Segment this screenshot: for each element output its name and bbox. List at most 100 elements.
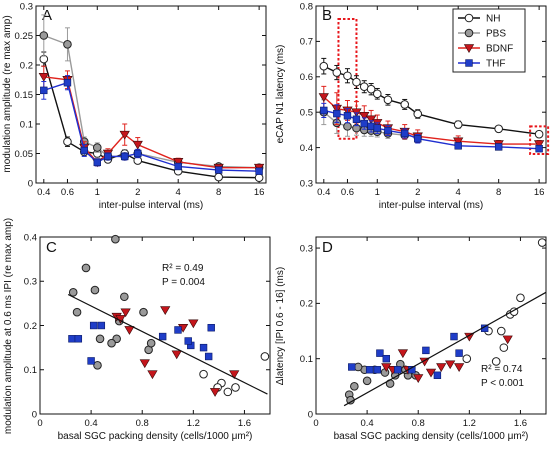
legend-marker [464,28,474,38]
data-point [68,288,78,297]
series-line [43,81,260,172]
y-tick-label: 0.1 [20,119,33,130]
data-point [367,122,375,131]
series-pbs [39,14,264,172]
data-point [494,124,503,134]
data-point [72,307,82,317]
y-tick-label: 0.7 [300,37,313,48]
data-point [343,71,352,81]
panel-letter: D [322,239,333,256]
data-point [93,361,102,370]
data-point [139,359,150,369]
data-point [491,357,501,366]
x-tick-label: 0 [313,418,318,429]
y-tick-label: 0 [308,409,313,420]
legend-label: THF [486,59,505,70]
series-thf [348,324,489,379]
data-point [107,338,116,348]
panel-a: 0 0.05 0.1 0.15 0.2 0.25 0.3 0.4 0.6 1 2 4 8 16 inter-… [2,1,267,211]
data-point [40,86,48,95]
data-point [146,338,156,348]
x-tick-label: 8 [216,187,221,198]
y-tick-label: 0.6 [300,72,313,83]
legend-marker [464,13,474,23]
x-tick-label: 2 [135,187,140,198]
x-tick-label: 1.6 [514,418,527,429]
data-point [255,167,263,175]
x-axis-label: inter-pulse interval (ms) [379,200,483,211]
y-tick-label: 0 [32,409,37,420]
data-point [414,135,422,143]
data-point [384,126,392,135]
y-tick-label: 0.1 [24,365,37,376]
data-point [87,357,95,365]
data-point [90,285,100,295]
data-point [63,40,72,49]
data-point [516,293,525,303]
x-tick-label: 4 [176,187,181,198]
data-point [158,332,167,341]
data-point [254,173,264,182]
data-point [343,122,352,131]
data-point [332,68,342,77]
series-pbs [68,234,156,370]
plot-frame [315,5,547,184]
data-point [231,383,240,392]
legend-marker [463,44,475,53]
data-point [352,77,361,87]
data-point [400,100,410,109]
y-tick-label: 0 [28,178,33,189]
y-tick-label: 0.2 [24,321,37,332]
stat-annotation: R² = 0.74 [481,364,523,375]
stat-annotation: P = 0.004 [162,277,205,288]
data-point [134,149,142,158]
series-line [43,34,260,169]
data-point [381,363,392,372]
data-point [382,354,390,363]
data-point [39,31,49,40]
panel-c: 0 0.1 0.2 0.3 0.4 0 0.4 0.8 1.2 1.6 basal SGC pack… [3,218,271,442]
x-axis-label: basal SGC packing density (cells/1000 μm… [58,431,253,442]
data-point [95,334,105,344]
data-point [111,234,120,244]
data-point [376,349,384,357]
legend-label: BDNF [486,44,513,55]
series-thf [320,102,543,153]
series-nh [462,238,547,366]
y-tick-label: 0.2 [20,60,33,71]
data-point [453,137,464,147]
data-point [535,144,543,153]
data-point [119,130,130,140]
data-point [360,119,368,128]
data-point [425,368,437,378]
data-point [320,106,328,115]
data-point [68,335,76,343]
regression-line [67,293,268,395]
y-tick-label: 0.8 [300,1,313,12]
data-point [63,79,72,87]
legend-label: PBS [486,29,506,40]
x-tick-label: 1.6 [238,418,251,429]
data-point [97,321,106,330]
y-tick-label: 0.4 [24,232,37,243]
data-point [496,326,506,336]
data-point [494,143,503,151]
y-tick-label: 0.2 [300,299,313,310]
stat-annotation: P < 0.001 [481,378,524,389]
data-point [199,369,208,379]
data-point [207,324,215,332]
data-point [445,360,456,370]
data-point [120,308,131,318]
data-point [352,115,361,123]
data-point [173,158,184,167]
data-point [373,366,382,374]
data-point [124,326,135,335]
data-point [433,371,442,379]
data-point [229,370,240,380]
y-axis-label: eCAP N1 latency (ms) [275,45,286,144]
data-point [343,112,352,120]
y-tick-label: 0.3 [24,277,37,288]
y-tick-label: 0.15 [15,90,34,101]
regression-line [343,291,547,407]
data-point [413,109,423,119]
